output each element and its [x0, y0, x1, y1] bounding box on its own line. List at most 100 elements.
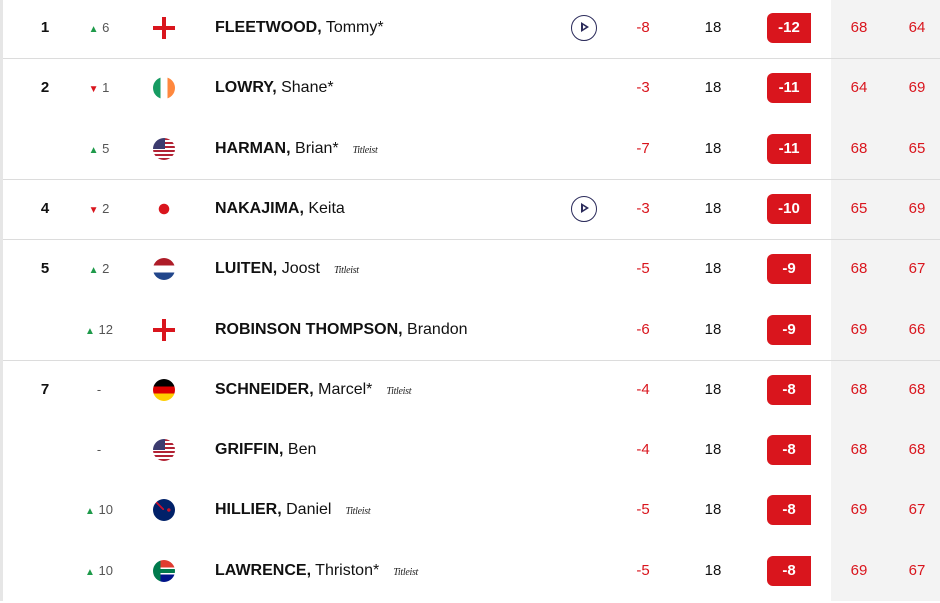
position: 1: [40, 19, 50, 36]
player-name[interactable]: LAWRENCE, Thriston* Titleist: [215, 561, 419, 579]
position-movement: ▲ 12: [79, 302, 119, 362]
player-row[interactable]: ▲ 10 LAWRENCE, Thriston* Titleist -5 18 -8 69 6…: [3, 543, 940, 603]
player-row[interactable]: 2 ▼ 1 LOWRY, Shane* -3 18 -11 64 69: [3, 60, 940, 120]
position: 5: [40, 260, 50, 278]
round-2-score: 67: [908, 501, 926, 519]
first-name: Marcel*: [318, 380, 373, 398]
play-video-icon[interactable]: [571, 15, 597, 41]
first-name: Shane*: [281, 79, 334, 97]
flag-ireland-icon: [153, 77, 175, 100]
movement-value: 12: [98, 321, 113, 337]
player-row[interactable]: ▲ 12 ROBINSON THOMPSON, Brandon -6 18 -9 69 66: [3, 302, 940, 362]
player-name[interactable]: FLEETWOOD, Tommy*: [215, 19, 384, 36]
movement-value: 6: [102, 20, 110, 35]
position-movement: ▲ 5: [79, 121, 119, 181]
today-score: -4: [636, 380, 650, 398]
flag-usa-icon: [153, 439, 175, 462]
round-1-score: 68: [850, 260, 868, 278]
left-border: [0, 0, 3, 601]
position-movement: -: [79, 362, 119, 422]
player-row[interactable]: 1 ▲ 6 FLEETWOOD, Tommy* -8 18 -12 68 64: [3, 0, 940, 60]
round-1-score: 69: [850, 561, 868, 579]
last-name: LAWRENCE: [215, 561, 307, 579]
player-name[interactable]: SCHNEIDER, Marcel* Titleist: [215, 380, 412, 398]
movement-value: 2: [102, 261, 110, 277]
round-2-score: 67: [908, 561, 926, 579]
round-1-score: 68: [850, 380, 868, 398]
player-row[interactable]: ▲ 10 HILLIER, Daniel Titleist -5 18 -8 69 67: [3, 482, 940, 542]
today-score: -5: [636, 561, 650, 579]
position-movement: ▲ 10: [79, 482, 119, 542]
round-2-score: 69: [908, 199, 926, 217]
first-name: Brian*: [295, 139, 339, 157]
last-name: GRIFFIN: [215, 441, 279, 459]
group-divider: [3, 359, 940, 361]
today-score: -7: [636, 139, 650, 157]
flag-netherlands-icon: [153, 258, 175, 281]
flag-japan-icon: [153, 197, 175, 220]
player-name[interactable]: LOWRY, Shane*: [215, 79, 334, 97]
first-name: Brandon: [407, 320, 468, 338]
flag-england-icon: [153, 318, 175, 341]
player-name[interactable]: HILLIER, Daniel Titleist: [215, 501, 371, 519]
movement-value: -: [96, 442, 102, 458]
player-name[interactable]: HARMAN, Brian* Titleist: [215, 139, 378, 157]
player-name[interactable]: GRIFFIN, Ben: [215, 441, 317, 459]
position: [35, 422, 55, 482]
round-1-score: 68: [850, 19, 868, 36]
player-row[interactable]: ▲ 5 HARMAN, Brian* Titleist -7 18 -11 68 65: [3, 121, 940, 181]
sponsor-logo: Titleist: [345, 506, 371, 518]
thru-holes: 18: [704, 380, 722, 398]
arrow-up-icon: ▲: [88, 265, 99, 277]
player-row[interactable]: 7- SCHNEIDER, Marcel* Titleist -4 18 -8 68 68: [3, 362, 940, 422]
total-score-badge: -8: [767, 374, 811, 405]
total-score-badge: -12: [767, 13, 811, 43]
player-row[interactable]: 5 ▲ 2 LUITEN, Joost Titleist -5 18 -9 68 67: [3, 241, 940, 301]
position-movement: ▲ 2: [79, 241, 119, 301]
first-name: Tommy*: [325, 19, 384, 36]
arrow-up-icon: ▲: [88, 144, 99, 156]
group-divider: [3, 58, 940, 60]
round-1-score: 68: [850, 139, 868, 157]
total-score-badge: -8: [767, 435, 811, 466]
position: [35, 302, 55, 362]
total-score-badge: -8: [767, 555, 811, 586]
player-row[interactable]: 4 ▼ 2 NAKAJIMA, Keita -3 18 -10 65 69: [3, 181, 940, 241]
sponsor-logo: Titleist: [352, 144, 378, 156]
thru-holes: 18: [704, 501, 722, 519]
round-2-score: 64: [908, 19, 926, 36]
total-score-badge: -11: [767, 133, 811, 164]
round-1-score: 69: [850, 320, 868, 338]
sponsor-logo: Titleist: [386, 385, 412, 397]
arrow-up-icon: ▲: [85, 566, 95, 578]
position-movement: ▲ 6: [79, 0, 119, 60]
play-video-icon[interactable]: [571, 195, 597, 222]
last-name: FLEETWOOD: [215, 19, 318, 36]
player-name[interactable]: ROBINSON THOMPSON, Brandon: [215, 320, 468, 338]
flag-new-zealand-icon: [153, 499, 175, 522]
player-row[interactable]: - GRIFFIN, Ben -4 18 -8 68 68: [3, 422, 940, 482]
movement-value: 2: [102, 200, 110, 216]
position: [35, 543, 55, 603]
round-2-score: 66: [908, 320, 926, 338]
position-movement: ▼ 2: [79, 181, 119, 241]
thru-holes: 18: [704, 139, 722, 157]
position: 4: [40, 199, 50, 217]
arrow-down-icon: ▼: [88, 84, 99, 96]
today-score: -4: [636, 441, 650, 459]
round-2-score: 68: [908, 380, 926, 398]
position: 2: [40, 79, 50, 97]
thru-holes: 18: [704, 441, 722, 459]
last-name: ROBINSON THOMPSON: [215, 320, 399, 338]
player-name[interactable]: LUITEN, Joost Titleist: [215, 260, 359, 278]
total-score-badge: -11: [767, 73, 811, 104]
round-2-score: 69: [908, 79, 926, 97]
movement-value: 5: [102, 140, 110, 156]
thru-holes: 18: [704, 199, 722, 217]
today-score: -8: [636, 19, 650, 36]
player-name[interactable]: NAKAJIMA, Keita: [215, 199, 345, 217]
position: 7: [40, 380, 50, 398]
arrow-up-icon: ▲: [88, 24, 99, 35]
group-divider: [3, 178, 940, 180]
last-name: HARMAN: [215, 139, 287, 157]
